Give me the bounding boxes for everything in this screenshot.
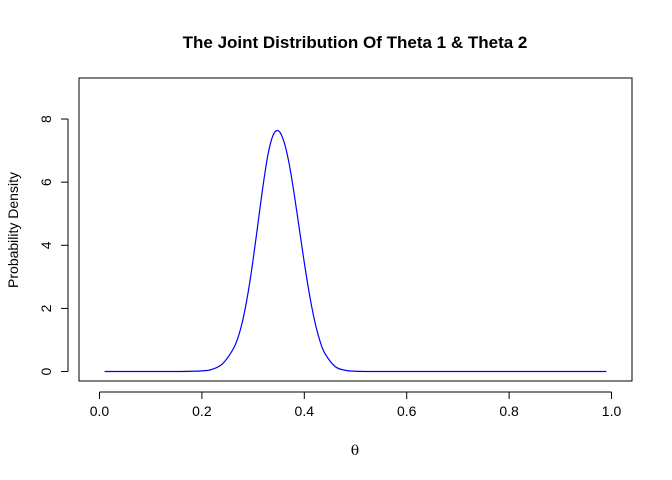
x-tick-label: 0.4 (295, 403, 315, 419)
y-axis-label: Probability Density (5, 172, 21, 288)
x-tick-label: 0.8 (499, 403, 519, 419)
x-tick-label: 0.2 (192, 403, 212, 419)
x-tick-label: 0.6 (397, 403, 417, 419)
chart-title: The Joint Distribution Of Theta 1 & Thet… (183, 33, 528, 52)
y-tick-label: 6 (38, 178, 54, 186)
plot-frame (78, 77, 633, 382)
x-tick-label: 0.0 (90, 403, 110, 419)
x-axis-label: θ (351, 443, 359, 459)
y-tick-label: 0 (38, 367, 54, 375)
density-curve (104, 129, 607, 373)
y-tick-label: 2 (38, 304, 54, 312)
y-tick-label: 8 (38, 115, 54, 123)
y-axis: 0 2 4 6 8 (38, 115, 69, 375)
y-tick-label: 4 (38, 241, 54, 249)
x-axis: 0.0 0.2 0.4 0.6 0.8 1.0 (90, 391, 622, 419)
x-tick-label: 1.0 (602, 403, 622, 419)
